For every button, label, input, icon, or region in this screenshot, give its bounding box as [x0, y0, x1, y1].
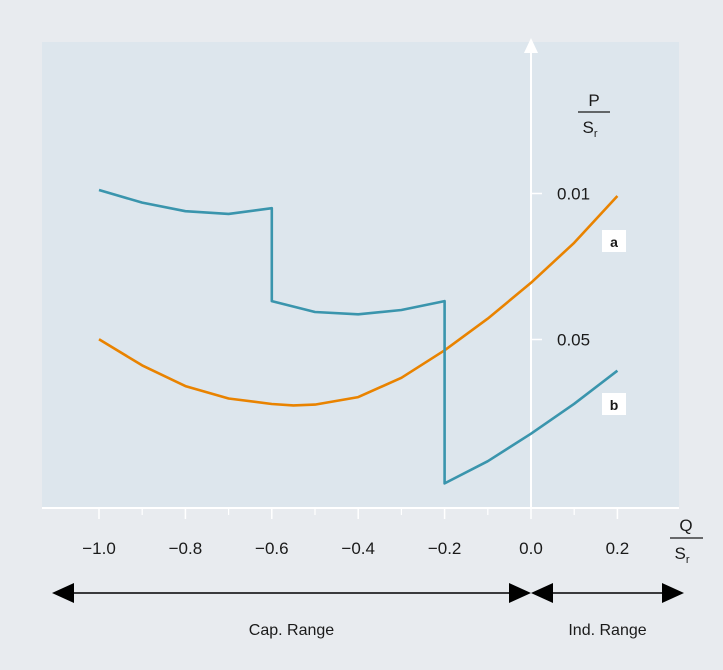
plot-area — [42, 42, 679, 508]
x-label-numerator: Q — [679, 516, 692, 535]
range-arrow-right — [662, 583, 684, 603]
y-label-denominator: Sr — [582, 118, 597, 140]
range-label: Ind. Range — [568, 622, 646, 639]
range-arrow-left — [531, 583, 553, 603]
y-ticks: 0.01 0.05 — [531, 185, 590, 350]
series-label-b: b — [610, 397, 619, 413]
range-arrow-right — [509, 583, 531, 603]
x-tick-label: 0.2 — [606, 539, 630, 558]
range-indicators: Cap. Range Ind. Range — [52, 583, 684, 639]
x-tick-label: −0.8 — [169, 539, 203, 558]
y-label-den-main: S — [582, 118, 593, 137]
series-label-box-a — [602, 230, 626, 252]
x-tick-label: −0.4 — [341, 539, 375, 558]
x-tick-label: −0.6 — [255, 539, 289, 558]
range-arrow-left — [52, 583, 74, 603]
x-tick-label: 0.0 — [519, 539, 543, 558]
y-axis-arrowhead — [524, 38, 538, 53]
x-tick-label: −1.0 — [82, 539, 116, 558]
y-axis — [524, 38, 538, 508]
series-label-a: a — [610, 234, 618, 250]
x-label-den-sub: r — [686, 554, 690, 566]
y-tick-label: 0.01 — [557, 185, 590, 204]
y-label-den-sub: r — [594, 128, 598, 140]
series-line-b — [98, 188, 619, 485]
y-label-numerator: P — [588, 91, 599, 110]
x-label-den-main: S — [674, 544, 685, 563]
y-axis-label: P Sr — [578, 91, 610, 140]
range-label: Cap. Range — [249, 622, 334, 639]
x-axis-label: Q Sr — [670, 516, 703, 566]
x-ticks: −1.0 −0.8 −0.6 −0.4 −0.2 0.0 0.2 — [82, 508, 629, 558]
series-line-a — [98, 195, 619, 407]
series-label-box-b — [602, 393, 626, 415]
x-label-denominator: Sr — [674, 544, 689, 566]
x-tick-label: −0.2 — [428, 539, 462, 558]
series-layer: ab — [98, 188, 626, 485]
y-tick-label: 0.05 — [557, 331, 590, 350]
